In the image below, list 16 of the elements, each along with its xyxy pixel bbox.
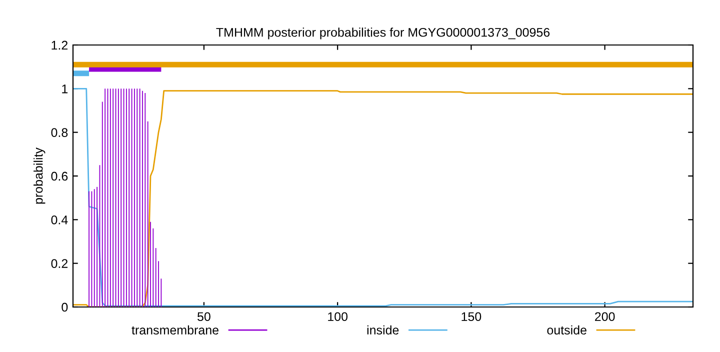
y-axis-title: probability: [34, 148, 46, 204]
y-tick-label: 0.2: [51, 259, 68, 268]
y-tick-label: 1: [62, 84, 68, 94]
y-tick-label: 1.2: [52, 40, 68, 50]
x-tick-label: 150: [462, 312, 482, 322]
x-tick-label: 200: [595, 312, 615, 322]
legend-label: outside: [547, 325, 586, 335]
y-tick-label: 0.4: [51, 215, 68, 224]
legend-label: transmembrane: [132, 325, 218, 335]
y-tick-label: 0: [62, 302, 68, 312]
x-tick-label: 100: [328, 312, 348, 322]
x-tick-label: 50: [197, 312, 210, 322]
chart-title: TMHMM posterior probabilities for MGYG000001373_00956: [216, 28, 550, 40]
y-tick-label: 0.6: [51, 172, 68, 181]
legend-label: inside: [367, 325, 399, 335]
y-tick-label: 0.8: [51, 128, 68, 137]
